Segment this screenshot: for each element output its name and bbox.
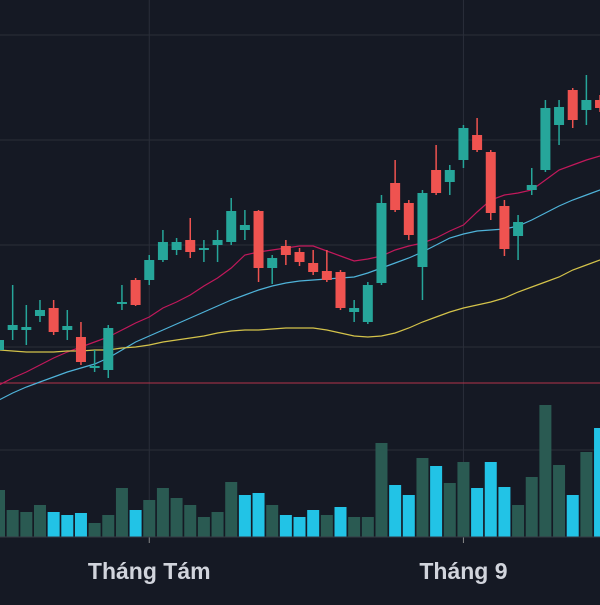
candle-body [595, 100, 600, 108]
volume-bar [156, 488, 169, 537]
volume-bar [293, 517, 306, 537]
candle-body [267, 258, 278, 268]
candle-body [130, 280, 141, 305]
candle-body [253, 211, 264, 268]
volume-bar [361, 517, 374, 537]
volume-bar [47, 512, 60, 537]
volume-bar [320, 515, 333, 537]
candle-body [554, 107, 565, 125]
candle-body [34, 310, 45, 316]
volume-bar [443, 483, 456, 537]
candle-body [7, 325, 18, 330]
volume-bar [197, 517, 210, 537]
volume-bar [170, 498, 183, 537]
volume-bar [129, 510, 142, 537]
candle-body [185, 240, 196, 252]
candle-body [144, 260, 155, 280]
volume-bar [102, 515, 115, 537]
candle-body [212, 240, 223, 245]
candle-body [157, 242, 168, 260]
volume-bar [580, 452, 593, 537]
volume-bar [33, 505, 46, 537]
candle-body [458, 128, 469, 160]
candle-body [308, 263, 319, 272]
candle-body [390, 183, 401, 210]
candle-body [513, 222, 524, 236]
volume-bar [307, 510, 320, 537]
candle-body [103, 328, 114, 370]
x-tick-label: Tháng 9 [419, 558, 507, 584]
volume-bar [553, 465, 566, 537]
candle-body [294, 252, 305, 262]
volume-bar [6, 510, 19, 537]
candle-body [581, 100, 592, 110]
candle-body [89, 366, 100, 368]
candle-body [417, 193, 428, 267]
candle-body [499, 206, 510, 249]
volume-bar [266, 505, 279, 537]
volume-bar [471, 488, 484, 537]
candle-body [335, 272, 346, 308]
candle-body [321, 271, 332, 280]
volume-bar [20, 512, 33, 537]
volume-bar [525, 477, 538, 537]
candle-body [0, 340, 4, 350]
volume-bar [416, 458, 429, 537]
volume-bar [484, 462, 497, 537]
candle-body [226, 211, 237, 242]
volume-bar [0, 490, 5, 537]
volume-bar [61, 515, 74, 537]
volume-bar [143, 500, 156, 537]
volume-bar [334, 507, 347, 537]
volume-bar [225, 482, 238, 537]
volume-bar [88, 523, 101, 537]
candle-body [376, 203, 387, 283]
volume-bar [375, 443, 388, 537]
candle-body [116, 302, 127, 304]
candle-body [239, 225, 250, 230]
candle-body [485, 152, 496, 213]
volume-bar [348, 517, 361, 537]
moving-average [0, 155, 600, 386]
candle-body [540, 108, 551, 170]
candle-body [431, 170, 442, 193]
candle-body [403, 203, 414, 235]
candle-body [21, 327, 32, 330]
volume-bar [115, 488, 128, 537]
candle-body [62, 326, 73, 330]
x-tick-label: Tháng Tám [88, 558, 211, 584]
volume-bar [74, 513, 87, 537]
volume-bar [566, 495, 579, 537]
volume-bar [402, 495, 415, 537]
candle-body [349, 308, 360, 312]
candle-body [567, 90, 578, 120]
volume-bar [539, 405, 552, 537]
candle-body [198, 248, 209, 250]
candle-body [472, 135, 483, 150]
volume-bar [184, 505, 197, 537]
volume-bar [498, 487, 511, 537]
moving-average [0, 259, 600, 353]
volume-bar [594, 428, 600, 537]
volume-bar [389, 485, 402, 537]
volume-bar [279, 515, 292, 537]
candle-body [75, 337, 86, 362]
candle-body [171, 242, 182, 250]
candle-body [444, 170, 455, 182]
volume-bar [457, 462, 470, 537]
volume-bar [430, 466, 443, 537]
candle-body [280, 246, 291, 255]
candle-body [48, 308, 59, 332]
volume-bar [252, 493, 265, 537]
volume-bar [211, 512, 224, 537]
candle-body [526, 185, 537, 190]
volume-bar [512, 505, 525, 537]
volume-bar [238, 495, 251, 537]
candle-body [362, 285, 373, 322]
